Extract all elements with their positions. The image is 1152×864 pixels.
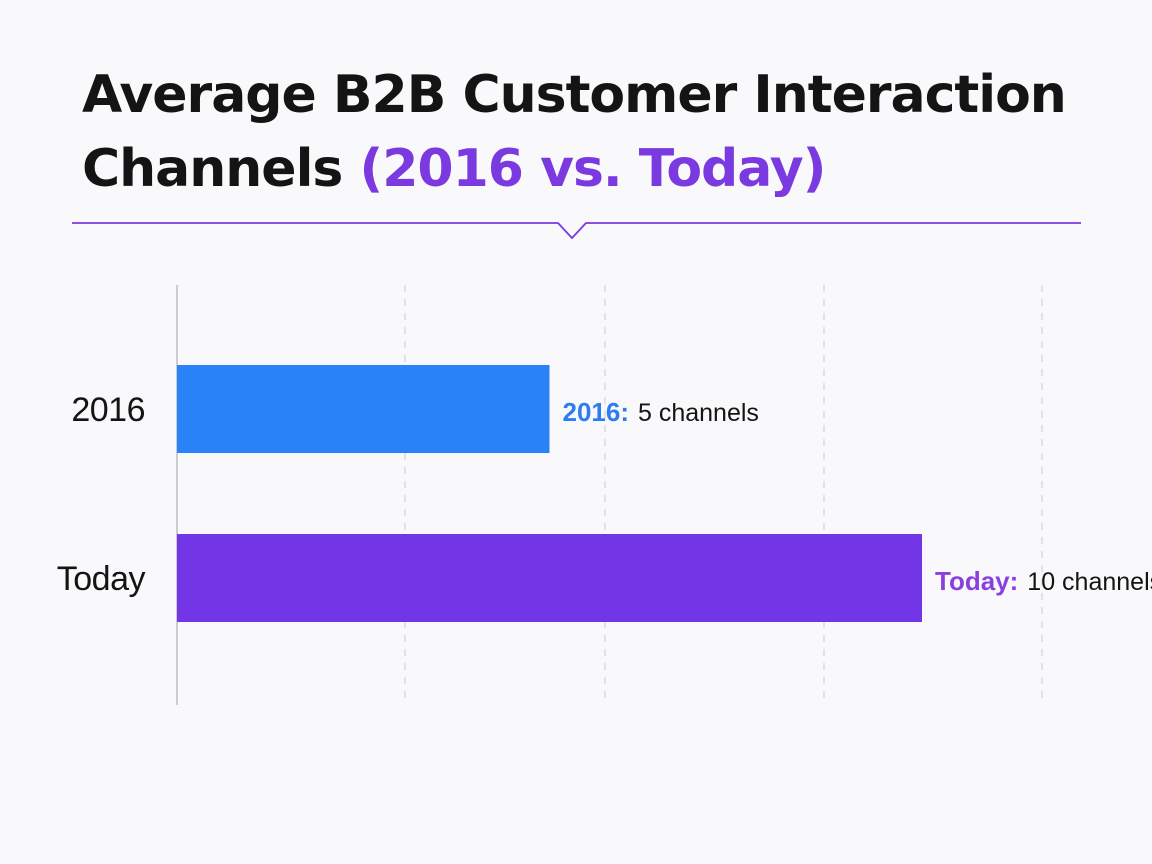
title-divider (72, 222, 1081, 240)
bar-2016 (177, 365, 550, 453)
data-label-value: 5 channels (638, 399, 759, 427)
category-label-today: Today (57, 560, 146, 598)
bar-today (177, 534, 922, 622)
data-label-value: 10 channels (1027, 568, 1152, 596)
data-label-prefix: Today: (935, 566, 1018, 596)
data-label-today: Today: 10 channels (935, 566, 1152, 596)
data-label-2016: 2016: 5 channels (563, 397, 759, 427)
chart-title-highlight: (2016 vs. Today) (359, 139, 826, 199)
category-label-2016: 2016 (71, 391, 145, 429)
chart-title-main: Average B2B Customer Interaction Channel… (82, 65, 1067, 199)
chart-title: Average B2B Customer Interaction Channel… (82, 58, 1102, 206)
divider-line (72, 222, 1081, 240)
data-label-prefix: 2016: (563, 397, 630, 427)
